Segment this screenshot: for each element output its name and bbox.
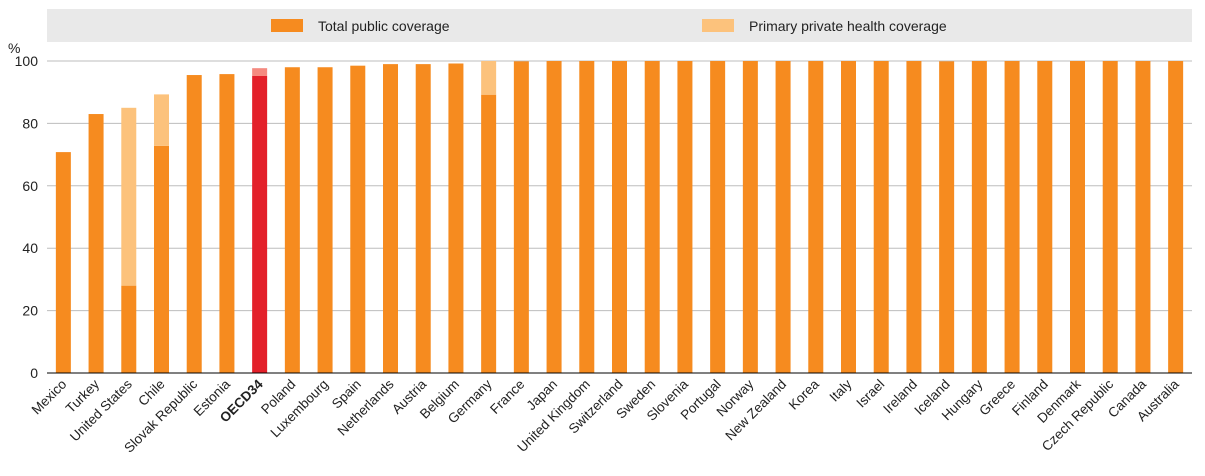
bar-group-japan bbox=[546, 61, 562, 373]
bar-total-public-oecd34 bbox=[252, 75, 268, 373]
bar-total-public-chile bbox=[154, 145, 169, 373]
bar-group-australia bbox=[1168, 61, 1184, 373]
bar-group-chile bbox=[154, 94, 169, 373]
x-tick-label-france: France bbox=[487, 377, 527, 417]
bar-total-public-czech-republic bbox=[1102, 61, 1118, 373]
bar-primary-private-chile bbox=[154, 94, 169, 146]
bar-total-public-korea bbox=[808, 61, 824, 373]
bar-primary-private-germany bbox=[481, 61, 497, 95]
bar-group-norway bbox=[742, 61, 758, 373]
x-tick-label-greece: Greece bbox=[976, 377, 1018, 419]
bars bbox=[55, 61, 1184, 374]
bar-total-public-luxembourg bbox=[317, 67, 333, 374]
bar-group-denmark bbox=[1070, 61, 1085, 373]
bar-group-new-zealand bbox=[775, 61, 791, 373]
bar-total-public-greece bbox=[1004, 61, 1020, 373]
bar-group-canada bbox=[1135, 61, 1151, 373]
bar-group-mexico bbox=[55, 152, 71, 373]
bar-group-belgium bbox=[448, 63, 464, 373]
bar-group-switzerland bbox=[612, 61, 627, 373]
bar-total-public-netherlands bbox=[383, 64, 398, 374]
bar-total-public-japan bbox=[546, 61, 562, 373]
bar-total-public-slovak-republic bbox=[186, 75, 202, 373]
bar-group-korea bbox=[808, 61, 824, 373]
bar-total-public-switzerland bbox=[612, 61, 627, 373]
bar-group-portugal bbox=[710, 61, 726, 373]
bar-total-public-germany bbox=[481, 94, 497, 374]
bar-total-public-ireland bbox=[906, 61, 922, 373]
bar-group-france bbox=[513, 61, 529, 373]
bar-total-public-united-states bbox=[121, 285, 137, 373]
bar-total-public-canada bbox=[1135, 61, 1151, 373]
bar-group-turkey bbox=[88, 114, 104, 373]
bar-total-public-france bbox=[513, 61, 529, 373]
bar-group-slovenia bbox=[677, 61, 693, 373]
bar-group-estonia bbox=[219, 74, 235, 373]
legend-entry-primary-private: Primary private health coverage bbox=[702, 18, 947, 34]
bar-total-public-austria bbox=[415, 64, 431, 374]
y-tick-label: 60 bbox=[22, 178, 38, 194]
bar-total-public-spain bbox=[350, 65, 366, 374]
bar-group-slovak-republic bbox=[186, 75, 202, 373]
bar-group-greece bbox=[1004, 61, 1020, 373]
legend-label-primary-private: Primary private health coverage bbox=[749, 18, 947, 34]
legend-background bbox=[47, 9, 1192, 42]
legend-swatch-primary-private bbox=[702, 19, 734, 32]
bar-total-public-hungary bbox=[971, 61, 987, 373]
bar-total-public-poland bbox=[284, 67, 300, 374]
bar-group-iceland bbox=[939, 61, 955, 373]
bar-total-public-united-kingdom bbox=[579, 61, 595, 373]
bar-group-israel bbox=[873, 61, 889, 373]
bar-total-public-italy bbox=[841, 61, 856, 373]
bar-group-oecd34 bbox=[252, 68, 268, 373]
bar-group-germany bbox=[481, 61, 497, 374]
bar-group-austria bbox=[415, 64, 431, 374]
bar-primary-private-united-states bbox=[121, 107, 137, 286]
bar-total-public-australia bbox=[1168, 61, 1184, 373]
bar-group-luxembourg bbox=[317, 67, 333, 374]
legend-entry-total-public: Total public coverage bbox=[271, 18, 450, 34]
bar-group-italy bbox=[841, 61, 856, 373]
bar-total-public-estonia bbox=[219, 74, 235, 373]
bar-total-public-turkey bbox=[88, 114, 104, 373]
x-tick-label-italy: Italy bbox=[827, 376, 855, 404]
bar-group-united-states bbox=[121, 107, 137, 373]
bar-total-public-sweden bbox=[644, 61, 660, 373]
bar-group-united-kingdom bbox=[579, 61, 595, 373]
y-axis-ticks: 0 20 40 60 80 100 bbox=[15, 53, 39, 381]
bar-group-sweden bbox=[644, 61, 660, 373]
bar-total-public-denmark bbox=[1070, 61, 1085, 373]
y-tick-label: 40 bbox=[22, 240, 38, 256]
bar-total-public-iceland bbox=[939, 61, 955, 373]
y-tick-label: 80 bbox=[22, 115, 38, 131]
bar-group-poland bbox=[284, 67, 300, 374]
legend: Total public coverage Primary private he… bbox=[271, 18, 947, 34]
bar-group-ireland bbox=[906, 61, 922, 373]
y-axis-unit: % bbox=[8, 40, 20, 56]
bar-total-public-mexico bbox=[55, 152, 71, 373]
x-tick-label-mexico: Mexico bbox=[29, 377, 70, 418]
bar-group-czech-republic bbox=[1102, 61, 1118, 373]
bar-total-public-portugal bbox=[710, 61, 726, 373]
y-tick-label: 100 bbox=[15, 53, 39, 69]
bar-total-public-belgium bbox=[448, 63, 464, 373]
bar-total-public-finland bbox=[1037, 61, 1053, 373]
bar-total-public-norway bbox=[742, 61, 758, 373]
bar-total-public-israel bbox=[873, 61, 889, 373]
legend-label-total-public: Total public coverage bbox=[318, 18, 450, 34]
bar-group-finland bbox=[1037, 61, 1053, 373]
legend-swatch-total-public bbox=[271, 19, 303, 32]
bar-total-public-new-zealand bbox=[775, 61, 791, 373]
x-tick-label-korea: Korea bbox=[786, 376, 822, 412]
bar-group-hungary bbox=[971, 61, 987, 373]
bar-group-spain bbox=[350, 65, 366, 374]
bar-total-public-slovenia bbox=[677, 61, 693, 373]
y-tick-label: 0 bbox=[30, 365, 38, 381]
bar-group-netherlands bbox=[383, 64, 398, 374]
y-tick-label: 20 bbox=[22, 303, 38, 319]
bar-primary-private-oecd34 bbox=[252, 68, 268, 76]
